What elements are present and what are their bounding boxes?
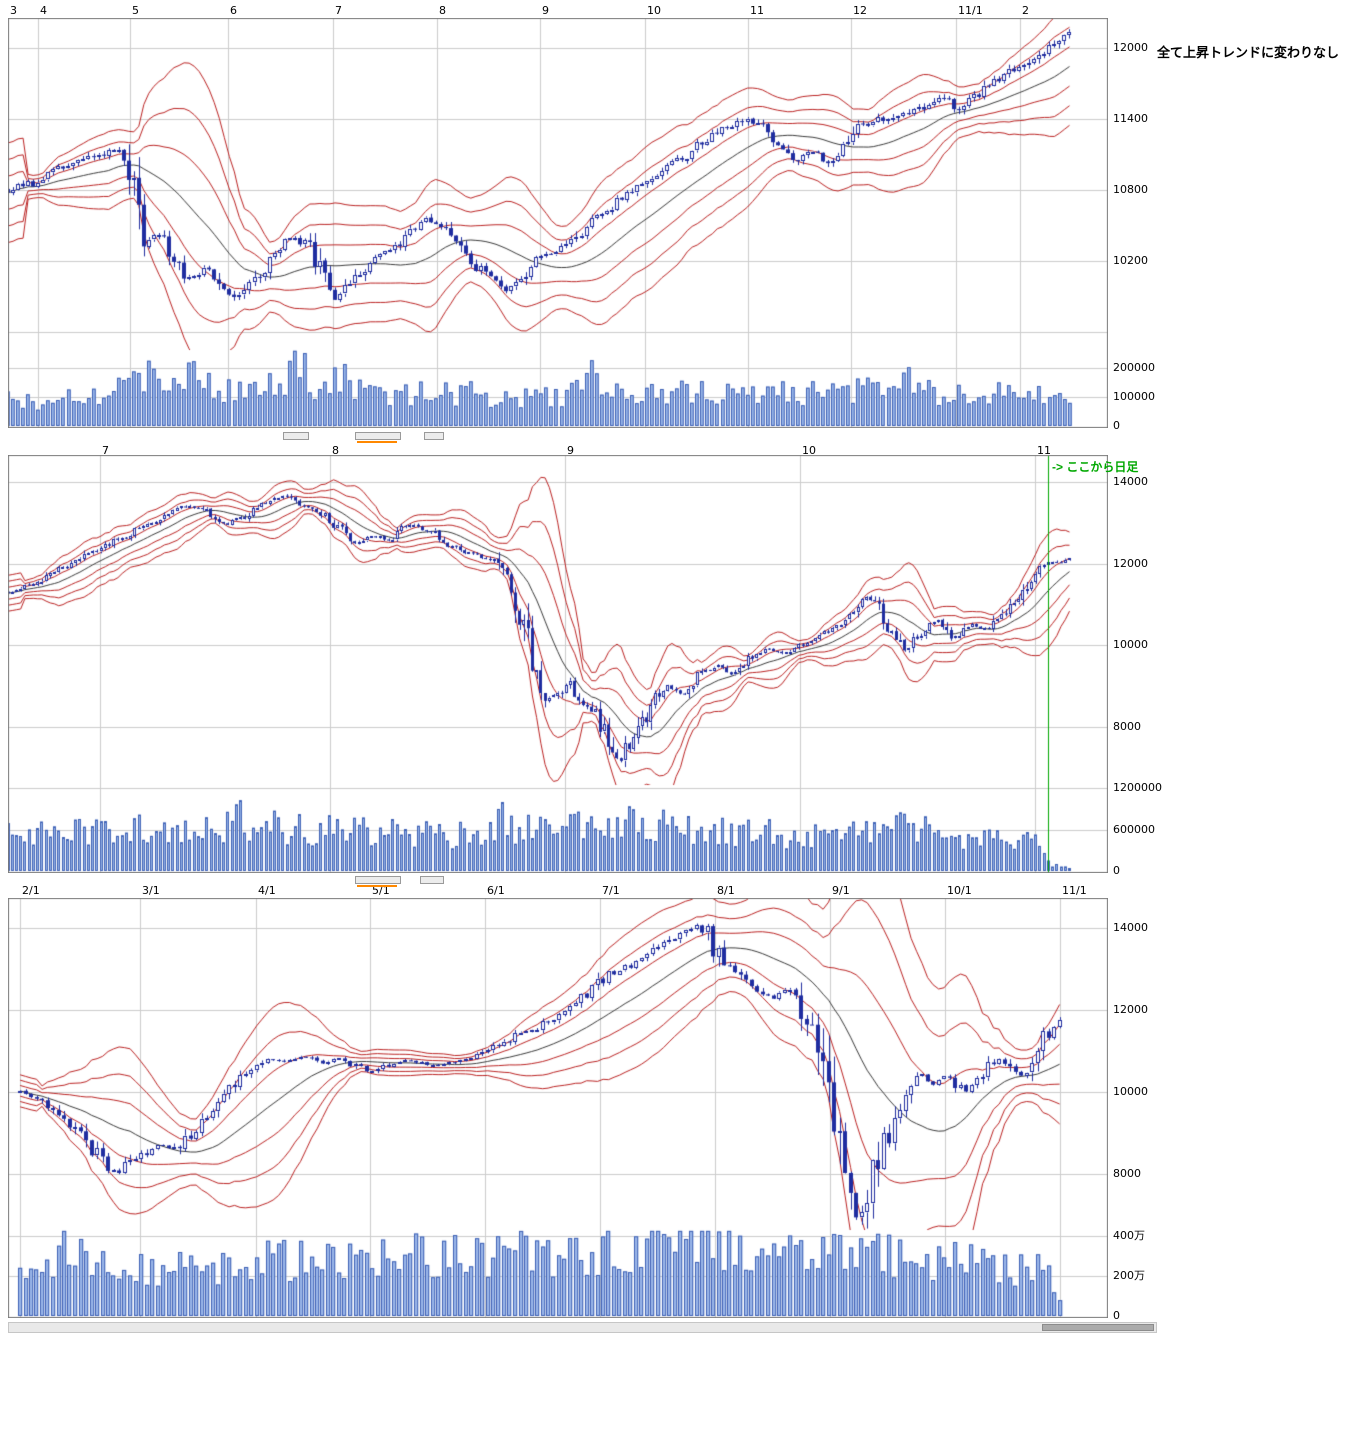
y-axis-volume-label: 0 (1113, 1309, 1120, 1322)
x-axis-tick-label: 3/1 (142, 884, 160, 897)
x-axis-tick-label: 9 (542, 4, 549, 17)
y-axis-volume-label: 400万 (1113, 1229, 1145, 1242)
candlestick-chart-top[interactable] (8, 18, 1108, 428)
x-axis-tick-label: 4 (40, 4, 47, 17)
y-axis-price-label: 14000 (1113, 921, 1148, 934)
trend-annotation: 全て上昇トレンドに変わりなし (1157, 45, 1340, 60)
x-axis-tick-label: 10/1 (947, 884, 972, 897)
y-axis-price-label: 10800 (1113, 183, 1148, 196)
x-axis-tick-label: 7 (102, 444, 109, 457)
x-axis-tick-label: 2 (1022, 4, 1029, 17)
candlestick-chart-middle[interactable] (8, 455, 1108, 873)
mini-button[interactable] (355, 432, 401, 440)
mini-button[interactable] (424, 432, 444, 440)
x-axis-tick-label: 5/1 (372, 884, 390, 897)
y-axis-volume-label: 1200000 (1113, 781, 1162, 794)
x-axis-tick-label: 9/1 (832, 884, 850, 897)
y-axis-price-label: 12000 (1113, 1003, 1148, 1016)
x-axis-tick-label: 9 (567, 444, 574, 457)
x-axis-tick-label: 2/1 (22, 884, 40, 897)
y-axis-price-label: 8000 (1113, 1167, 1141, 1180)
x-axis-tick-label: 10 (647, 4, 661, 17)
x-axis-tick-label: 6 (230, 4, 237, 17)
y-axis-price-label: 12000 (1113, 41, 1148, 54)
x-axis-tick-label: 11/1 (1062, 884, 1087, 897)
horizontal-scrollbar[interactable] (8, 1322, 1157, 1333)
x-axis-tick-label: 8/1 (717, 884, 735, 897)
candlestick-chart-bottom[interactable] (8, 898, 1108, 1318)
chart-controls-strip-1 (0, 430, 1372, 444)
x-axis-tick-label: 10 (802, 444, 816, 457)
y-axis-volume-label: 200万 (1113, 1269, 1145, 1282)
y-axis-price-label: 10200 (1113, 254, 1148, 267)
chart-controls-strip-2 (0, 874, 1372, 888)
x-axis-tick-label: 7 (335, 4, 342, 17)
y-axis-volume-label: 100000 (1113, 390, 1155, 403)
x-axis-tick-label: 11/1 (958, 4, 983, 17)
scrollbar-thumb[interactable] (1042, 1324, 1154, 1331)
x-axis-tick-label: 6/1 (487, 884, 505, 897)
x-axis-tick-label: 8 (439, 4, 446, 17)
y-axis-volume-label: 0 (1113, 864, 1120, 877)
mini-button[interactable] (283, 432, 309, 440)
x-axis-tick-label: 11 (750, 4, 764, 17)
mini-button[interactable] (355, 876, 401, 884)
x-axis-tick-label: 5 (132, 4, 139, 17)
x-axis-tick-label: 4/1 (258, 884, 276, 897)
y-axis-price-label: 14000 (1113, 475, 1148, 488)
y-axis-volume-label: 200000 (1113, 361, 1155, 374)
y-axis-price-label: 8000 (1113, 720, 1141, 733)
y-axis-volume-label: 0 (1113, 419, 1120, 432)
x-axis-tick-label: 11 (1037, 444, 1051, 457)
y-axis-price-label: 12000 (1113, 557, 1148, 570)
active-tab-marker (357, 441, 397, 443)
daily-from-here-annotation: -> ここから日足 (1052, 460, 1139, 474)
y-axis-price-label: 10000 (1113, 638, 1148, 651)
active-tab-marker (357, 885, 397, 887)
y-axis-price-label: 10000 (1113, 1085, 1148, 1098)
mini-button[interactable] (420, 876, 444, 884)
y-axis-volume-label: 600000 (1113, 823, 1155, 836)
x-axis-tick-label: 3 (10, 4, 17, 17)
x-axis-tick-label: 7/1 (602, 884, 620, 897)
y-axis-price-label: 11400 (1113, 112, 1148, 125)
x-axis-tick-label: 12 (853, 4, 867, 17)
x-axis-tick-label: 8 (332, 444, 339, 457)
